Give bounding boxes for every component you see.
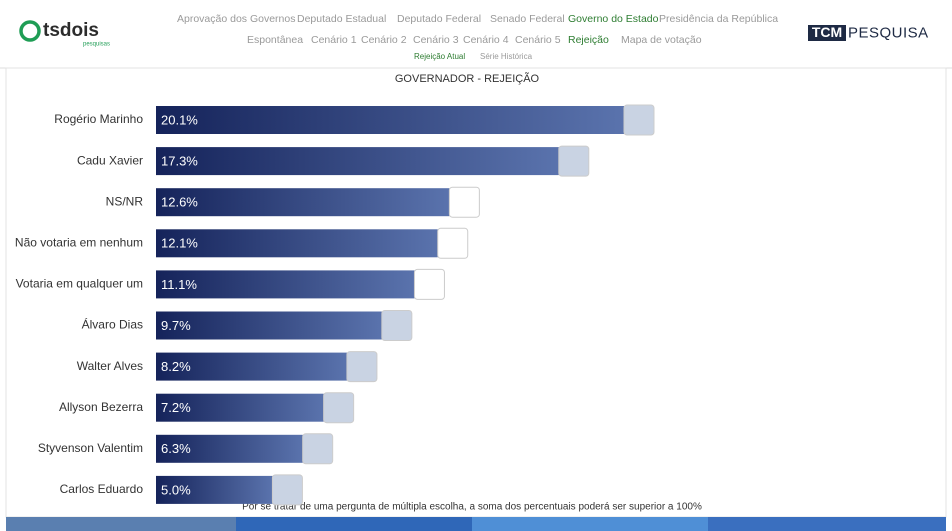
nav-link[interactable]: Deputado Estadual (297, 13, 386, 25)
partner-logo-box (808, 25, 846, 41)
category-label: Não votaria em nenhum (15, 235, 143, 249)
logo-sub: pesquisas (83, 42, 110, 48)
bar (156, 434, 303, 463)
bar (156, 311, 382, 340)
category-label: NS/NR (106, 194, 144, 208)
nav-link[interactable]: Cenário 4 (463, 34, 509, 46)
candidate-photo (271, 474, 303, 506)
candidate-photo (323, 392, 355, 424)
nav-link[interactable]: Cenário 2 (361, 34, 407, 46)
nav-link[interactable]: Senado Federal (490, 13, 565, 25)
value-label: 6.3% (161, 441, 191, 456)
footer-stripe (472, 517, 708, 531)
bar (156, 229, 438, 258)
category-label: Carlos Eduardo (60, 482, 144, 496)
bar (156, 475, 273, 504)
chart-title: GOVERNADOR - REJEIÇÃO (395, 72, 540, 85)
nav-link[interactable]: Rejeição (568, 34, 609, 46)
value-label: 20.1% (161, 112, 198, 127)
value-label: 5.0% (161, 482, 191, 497)
footnote: Por se tratar de uma pergunta de múltipl… (242, 502, 702, 513)
category-label: Cadu Xavier (77, 153, 143, 167)
category-label: Votaria em qualquer um (16, 277, 143, 291)
candidate-photo (413, 268, 445, 300)
nav-link[interactable]: Aprovação dos Governos (177, 13, 295, 25)
candidate-photo (302, 433, 334, 465)
tab[interactable]: Série Histórica (480, 52, 533, 61)
candidate-photo (381, 310, 413, 341)
nav-link[interactable]: Governo do Estado (568, 13, 659, 25)
nav-link[interactable]: Presidência da República (659, 13, 778, 25)
value-label: 12.1% (161, 236, 198, 251)
candidate-photo (558, 145, 590, 177)
candidate-photo (346, 351, 378, 383)
logo-icon (19, 20, 41, 42)
candidate-photo (437, 227, 469, 259)
nav-link[interactable]: Mapa de votação (621, 34, 702, 46)
value-label: 7.2% (161, 400, 191, 415)
footer-stripe (6, 517, 236, 531)
value-label: 12.6% (161, 195, 198, 210)
value-label: 11.1% (161, 277, 197, 292)
nav-link[interactable]: Deputado Federal (397, 13, 481, 25)
nav-link[interactable]: Espontânea (247, 34, 303, 46)
footer-stripe (708, 517, 946, 531)
tab[interactable]: Rejeição Atual (414, 52, 465, 61)
bar (156, 393, 324, 422)
bar (156, 270, 415, 299)
nav-link[interactable]: Cenário 1 (311, 34, 357, 46)
footer-stripe (236, 517, 472, 531)
category-label: Álvaro Dias (82, 317, 143, 332)
value-label: 8.2% (161, 359, 191, 374)
partner-logo: PESQUISA (848, 24, 929, 41)
value-label: 17.3% (161, 154, 198, 169)
partner-logo: TCM (812, 24, 842, 40)
nav-link[interactable]: Cenário 3 (413, 34, 459, 46)
category-label: Allyson Bezerra (59, 400, 143, 414)
bar (156, 147, 559, 176)
logo[interactable]: tsdois (43, 20, 99, 41)
bar (156, 352, 347, 381)
value-label: 9.7% (161, 318, 191, 333)
bar (156, 188, 450, 217)
candidate-photo (448, 186, 480, 218)
category-label: Walter Alves (77, 359, 143, 373)
bar (156, 106, 624, 134)
candidate-photo (623, 104, 655, 136)
category-label: Rogério Marinho (54, 112, 143, 126)
nav-link[interactable]: Cenário 5 (515, 34, 561, 46)
category-label: Styvenson Valentim (38, 441, 143, 455)
